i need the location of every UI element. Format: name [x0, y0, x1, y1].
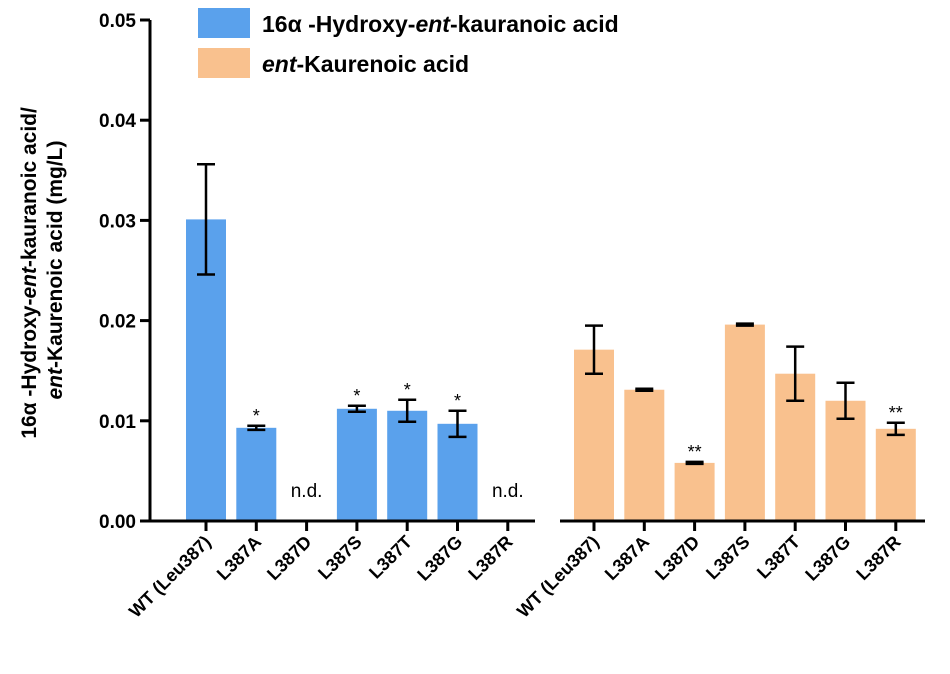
- bar: [724, 324, 765, 521]
- not-detected-label: n.d.: [492, 481, 524, 502]
- bar: [875, 428, 916, 521]
- bar: [437, 423, 478, 521]
- legend: 16α -Hydroxy-ent-kauranoic acident-Kaure…: [198, 8, 619, 78]
- y-axis-label-part: ent: [44, 367, 67, 400]
- x-tick-label: L387S: [314, 532, 366, 584]
- not-detected-label: n.d.: [291, 481, 323, 502]
- x-tick-label: L387A: [213, 532, 265, 584]
- y-tick-label: 0.05: [99, 11, 136, 32]
- legend-swatch: [198, 8, 250, 38]
- legend-label-part: -kauranoic acid: [450, 11, 619, 37]
- x-tick-label: L387A: [601, 532, 653, 584]
- x-tick-label: L387R: [464, 532, 516, 584]
- significance-label: **: [688, 442, 702, 462]
- bar: [336, 408, 377, 521]
- y-axis-label-part: -kauranoic acid/: [18, 107, 41, 267]
- y-tick-label: 0.01: [99, 412, 136, 433]
- significance-label: *: [253, 406, 260, 426]
- y-axis-label-part: 16α -Hydroxy-: [18, 299, 41, 439]
- legend-label-part: 16α -Hydroxy-: [262, 11, 415, 37]
- bar: [387, 410, 428, 521]
- y-axis: 0.00 0.01 0.02 0.03 0.04 0.05: [99, 11, 152, 533]
- y-axis-label-line-2: ent-Kaurenoic acid (mg/L): [44, 140, 67, 399]
- y-axis-label-line-1: 16α -Hydroxy-ent-kauranoic acid/: [18, 107, 41, 439]
- y-axis-label-part: -Kaurenoic acid (mg/L): [44, 140, 67, 368]
- y-tick-label: 0.04: [99, 111, 136, 132]
- legend-label: 16α -Hydroxy-ent-kauranoic acid: [262, 11, 619, 37]
- bar: [674, 462, 715, 521]
- significance-label: *: [454, 391, 461, 411]
- x-tick-label: L387T: [753, 532, 804, 583]
- significance-label: *: [404, 380, 411, 400]
- x-tick-label: L387D: [263, 532, 315, 584]
- bar: [574, 349, 614, 521]
- y-axis-label: 16α -Hydroxy-ent-kauranoic acid/ ent-Kau…: [18, 101, 67, 438]
- y-tick-label: 0.00: [99, 512, 136, 533]
- bar: [624, 389, 665, 521]
- x-tick-label: WT (Leu387): [125, 532, 215, 622]
- x-tick-label: L387D: [651, 532, 703, 584]
- legend-label: ent-Kaurenoic acid: [262, 51, 469, 77]
- legend-label-part: ent: [415, 11, 451, 37]
- significance-label: *: [353, 386, 360, 406]
- y-tick-label: 0.02: [99, 312, 136, 333]
- bar: [825, 400, 866, 521]
- y-tick-label: 0.03: [99, 211, 136, 232]
- y-axis-label-part: ent: [18, 266, 41, 299]
- x-tick-label: L387R: [852, 532, 904, 584]
- x-tick-label: L387T: [365, 532, 416, 583]
- x-tick-label: L387G: [413, 532, 466, 585]
- legend-swatch: [198, 48, 250, 78]
- bars: *n.d.* **n.d.****: [186, 163, 916, 521]
- significance-label: **: [889, 403, 903, 423]
- x-tick-label: L387S: [702, 532, 754, 584]
- x-tick-label: L387G: [801, 532, 854, 585]
- legend-label-part: ent: [262, 51, 298, 77]
- x-tick-label: WT (Leu387): [513, 532, 603, 622]
- legend-label-part: -Kaurenoic acid: [297, 51, 470, 77]
- bar: [236, 427, 277, 521]
